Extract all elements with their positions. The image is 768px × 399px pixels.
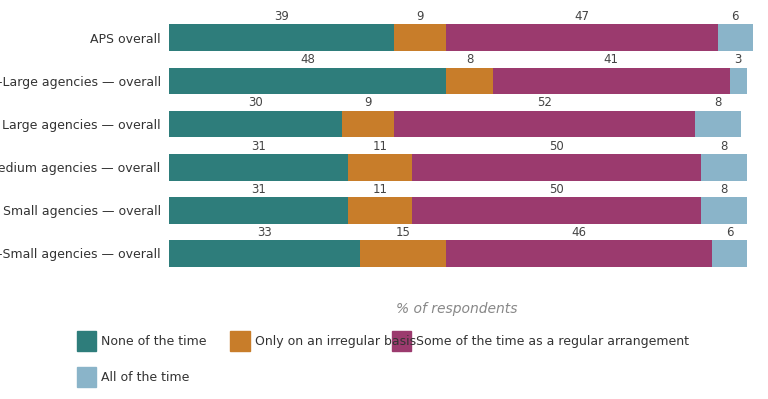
Bar <box>343 111 394 137</box>
Bar <box>446 67 492 94</box>
Bar <box>700 197 746 224</box>
Text: Some of the time as a regular arrangement: Some of the time as a regular arrangemen… <box>416 335 689 348</box>
Bar <box>169 67 446 94</box>
Text: 48: 48 <box>300 53 315 66</box>
Bar <box>730 67 746 94</box>
Text: 8: 8 <box>714 97 722 109</box>
Text: All of the time: All of the time <box>101 371 190 383</box>
Text: 46: 46 <box>571 226 587 239</box>
Text: 30: 30 <box>248 97 263 109</box>
Bar <box>446 24 718 51</box>
Bar <box>695 111 741 137</box>
Text: 8: 8 <box>465 53 473 66</box>
Bar <box>394 111 695 137</box>
Bar <box>169 111 343 137</box>
Bar <box>718 24 753 51</box>
Text: Only on an irregular basis: Only on an irregular basis <box>255 335 416 348</box>
Text: % of respondents: % of respondents <box>396 302 518 316</box>
Text: 11: 11 <box>372 183 387 196</box>
Bar <box>348 154 412 181</box>
Text: 52: 52 <box>537 97 552 109</box>
Text: 9: 9 <box>416 10 424 23</box>
Bar <box>412 154 700 181</box>
Bar <box>359 240 446 267</box>
Bar <box>348 197 412 224</box>
Text: 6: 6 <box>732 10 739 23</box>
Text: 8: 8 <box>720 183 727 196</box>
Text: 31: 31 <box>251 183 266 196</box>
Bar <box>169 154 348 181</box>
Bar <box>169 24 394 51</box>
Bar <box>394 24 446 51</box>
Bar <box>712 240 746 267</box>
Text: 3: 3 <box>734 53 742 66</box>
Text: 50: 50 <box>549 183 564 196</box>
Bar <box>412 197 700 224</box>
Bar <box>169 240 359 267</box>
Bar <box>446 240 712 267</box>
Text: 15: 15 <box>396 226 410 239</box>
Text: 31: 31 <box>251 140 266 152</box>
Text: 6: 6 <box>726 226 733 239</box>
Text: None of the time: None of the time <box>101 335 207 348</box>
Text: 33: 33 <box>257 226 272 239</box>
Bar <box>169 197 348 224</box>
Text: 11: 11 <box>372 140 387 152</box>
Bar <box>492 67 730 94</box>
Text: 8: 8 <box>720 140 727 152</box>
Bar <box>700 154 746 181</box>
Text: 41: 41 <box>604 53 618 66</box>
Text: 39: 39 <box>274 10 289 23</box>
Text: 9: 9 <box>365 97 372 109</box>
Text: 47: 47 <box>574 10 590 23</box>
Text: 50: 50 <box>549 140 564 152</box>
